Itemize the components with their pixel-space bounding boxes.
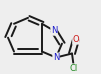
Text: O: O	[73, 35, 79, 44]
Text: N: N	[53, 53, 59, 62]
Text: N: N	[51, 26, 57, 35]
Text: Cl: Cl	[70, 64, 78, 73]
